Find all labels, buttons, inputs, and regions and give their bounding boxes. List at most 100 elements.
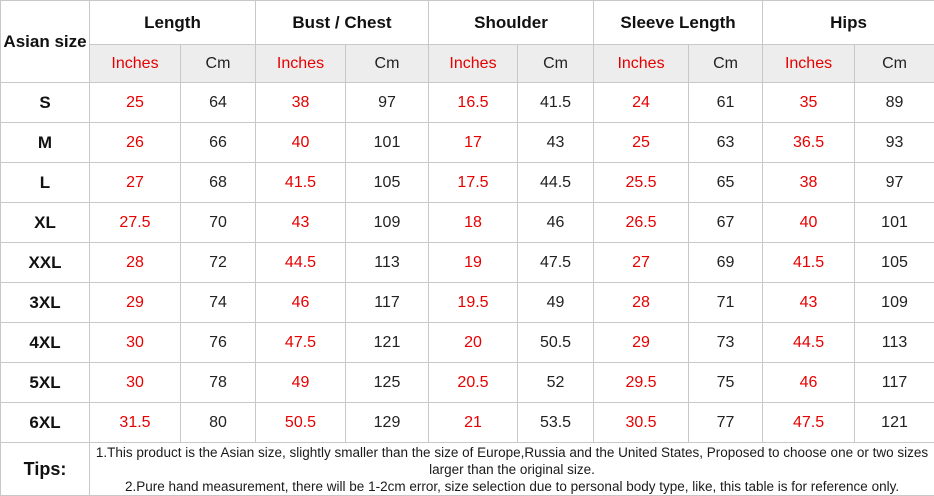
cm-value: 43 (518, 123, 594, 163)
cm-value: 113 (346, 243, 429, 283)
cm-value: 74 (181, 283, 256, 323)
cm-value: 125 (346, 363, 429, 403)
tips-label: Tips: (1, 443, 90, 496)
cm-value: 97 (346, 83, 429, 123)
bust-chest-inches-header: Inches (256, 45, 346, 83)
inches-value: 20 (429, 323, 518, 363)
corner-header: Asian size (1, 1, 90, 83)
hips-cm-header: Cm (855, 45, 934, 83)
inches-value: 24 (594, 83, 689, 123)
inches-value: 19 (429, 243, 518, 283)
inches-value: 30.5 (594, 403, 689, 443)
cm-value: 97 (855, 163, 934, 203)
inches-value: 25 (90, 83, 181, 123)
inches-value: 27 (594, 243, 689, 283)
cm-value: 121 (855, 403, 934, 443)
cm-value: 101 (346, 123, 429, 163)
cm-value: 72 (181, 243, 256, 283)
cm-value: 93 (855, 123, 934, 163)
length-inches-header: Inches (90, 45, 181, 83)
inches-value: 17.5 (429, 163, 518, 203)
sleeve-length-cm-header: Cm (689, 45, 763, 83)
cm-value: 70 (181, 203, 256, 243)
cm-value: 105 (346, 163, 429, 203)
cm-value: 101 (855, 203, 934, 243)
cm-value: 66 (181, 123, 256, 163)
inches-value: 28 (90, 243, 181, 283)
inches-value: 18 (429, 203, 518, 243)
tips-text: 1.This product is the Asian size, slight… (90, 443, 934, 496)
inches-value: 25 (594, 123, 689, 163)
inches-value: 26.5 (594, 203, 689, 243)
inches-value: 35 (763, 83, 855, 123)
inches-value: 30 (90, 363, 181, 403)
size-label: XL (1, 203, 90, 243)
group-header-length: Length (90, 1, 256, 45)
inches-value: 29.5 (594, 363, 689, 403)
inches-value: 27.5 (90, 203, 181, 243)
cm-value: 113 (855, 323, 934, 363)
inches-value: 46 (763, 363, 855, 403)
group-header-sleeve-length: Sleeve Length (594, 1, 763, 45)
inches-value: 43 (763, 283, 855, 323)
inches-value: 41.5 (763, 243, 855, 283)
inches-value: 31.5 (90, 403, 181, 443)
cm-value: 117 (855, 363, 934, 403)
inches-value: 41.5 (256, 163, 346, 203)
shoulder-inches-header: Inches (429, 45, 518, 83)
inches-value: 50.5 (256, 403, 346, 443)
cm-value: 41.5 (518, 83, 594, 123)
inches-value: 44.5 (763, 323, 855, 363)
size-label: M (1, 123, 90, 163)
cm-value: 67 (689, 203, 763, 243)
inches-value: 30 (90, 323, 181, 363)
cm-value: 76 (181, 323, 256, 363)
cm-value: 61 (689, 83, 763, 123)
cm-value: 129 (346, 403, 429, 443)
inches-value: 21 (429, 403, 518, 443)
length-cm-header: Cm (181, 45, 256, 83)
inches-value: 46 (256, 283, 346, 323)
size-label: 4XL (1, 323, 90, 363)
size-label: 5XL (1, 363, 90, 403)
tips-row: Tips: 1.This product is the Asian size, … (1, 443, 934, 496)
inches-value: 40 (256, 123, 346, 163)
inches-value: 47.5 (256, 323, 346, 363)
cm-value: 77 (689, 403, 763, 443)
inches-value: 44.5 (256, 243, 346, 283)
cm-value: 80 (181, 403, 256, 443)
inches-value: 38 (763, 163, 855, 203)
cm-value: 121 (346, 323, 429, 363)
inches-value: 20.5 (429, 363, 518, 403)
size-label: 6XL (1, 403, 90, 443)
cm-value: 68 (181, 163, 256, 203)
inches-value: 26 (90, 123, 181, 163)
inches-value: 47.5 (763, 403, 855, 443)
cm-value: 75 (689, 363, 763, 403)
cm-value: 117 (346, 283, 429, 323)
cm-value: 105 (855, 243, 934, 283)
cm-value: 69 (689, 243, 763, 283)
shoulder-cm-header: Cm (518, 45, 594, 83)
inches-value: 49 (256, 363, 346, 403)
inches-value: 43 (256, 203, 346, 243)
inches-value: 28 (594, 283, 689, 323)
cm-value: 50.5 (518, 323, 594, 363)
group-header-hips: Hips (763, 1, 934, 45)
bust-chest-cm-header: Cm (346, 45, 429, 83)
inches-value: 17 (429, 123, 518, 163)
cm-value: 89 (855, 83, 934, 123)
